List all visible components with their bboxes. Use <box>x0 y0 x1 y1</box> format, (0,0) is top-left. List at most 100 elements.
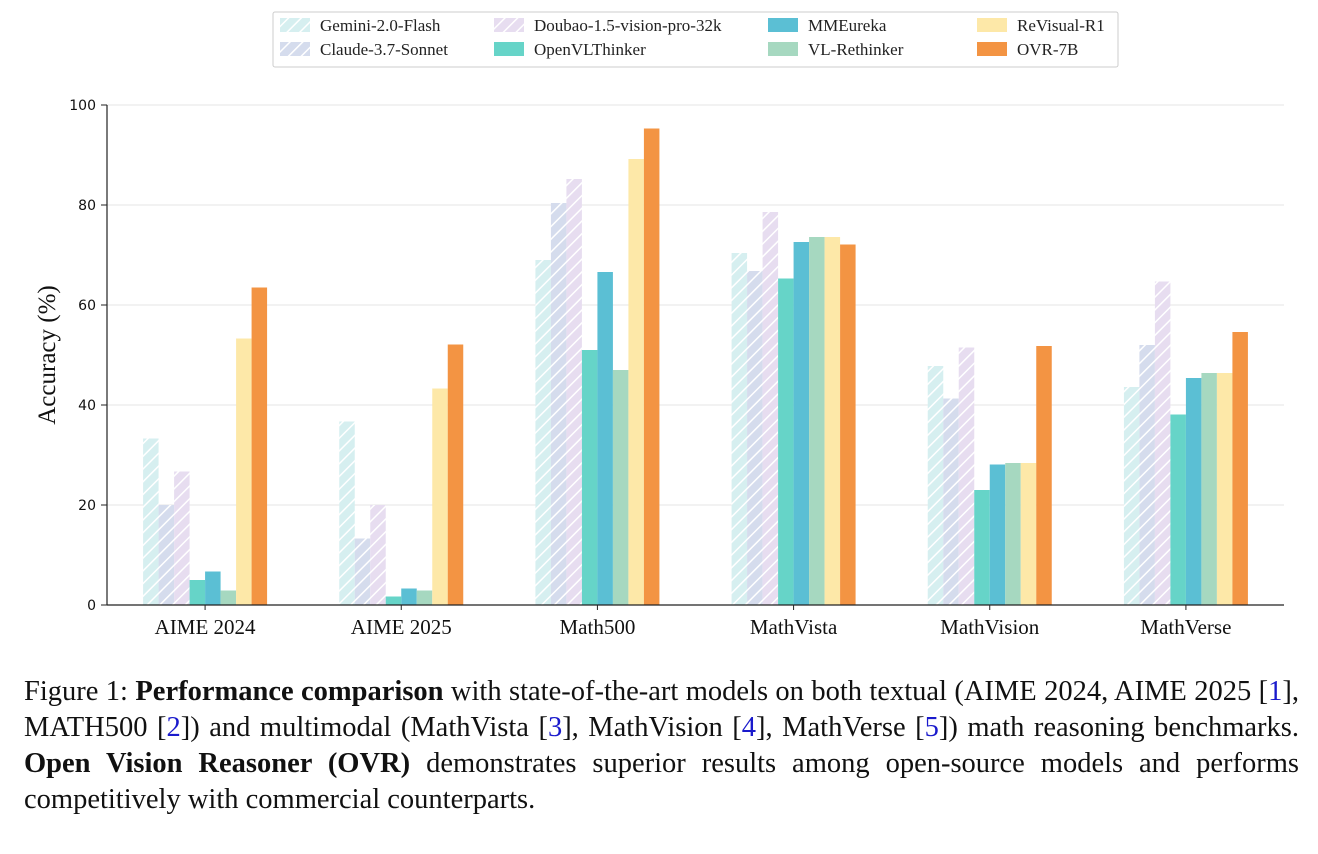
bar-revisual-r1-aime-2025 <box>432 388 448 605</box>
bar-doubao-1-5-vision-pro-32k-mathvista <box>762 212 779 605</box>
bar-ovr-7b-mathverse <box>1232 332 1248 605</box>
bar-vl-rethinker-mathvista <box>809 237 825 605</box>
legend-swatch <box>494 18 524 32</box>
citation-link-1[interactable]: 1 <box>1268 676 1283 707</box>
bar-vl-rethinker-aime-2024 <box>220 590 237 605</box>
bar-gemini-2-0-flash-aime-2025 <box>339 421 355 605</box>
bar-gemini-2-0-flash-mathvision <box>927 366 944 605</box>
legend-item-gemini-2-0-flash: Gemini-2.0-Flash <box>280 16 441 35</box>
bar-doubao-1-5-vision-pro-32k-aime-2024 <box>174 471 190 605</box>
x-axis-ticks: AIME 2024 AIME 2025 Math500 MathVista MathVi… <box>155 605 1231 639</box>
bar-gemini-2-0-flash-mathverse <box>1123 387 1140 605</box>
caption-text-7: demonstrates superior results among open… <box>24 748 1300 815</box>
bar-chart: 0 20 40 60 80 100 AIME 2024 AIME 2025 Math500 Mat… <box>34 11 1284 639</box>
bar-claude-3-7-sonnet-mathverse <box>1139 345 1155 605</box>
legend-label: OVR-7B <box>1017 40 1078 59</box>
bar-claude-3-7-sonnet-mathvision <box>943 398 959 605</box>
y-tick-label: 100 <box>69 98 96 114</box>
y-axis-title: Accuracy (%) <box>34 285 61 425</box>
bar-openvlthinker-mathverse <box>1170 414 1186 605</box>
caption-text-1: with state-of-the-art models on both tex… <box>443 676 1269 707</box>
bar-gemini-2-0-flash-math500 <box>535 260 551 605</box>
bar-revisual-r1-mathverse <box>1216 373 1233 605</box>
bar-ovr-7b-aime-2024 <box>251 287 268 605</box>
legend-item-mmeureka: MMEureka <box>768 16 887 35</box>
y-tick-label: 40 <box>78 398 96 414</box>
caption-text-2: ], MATH500 [ <box>24 676 1300 743</box>
citation-link-2[interactable]: 2 <box>166 712 181 743</box>
y-tick-label: 0 <box>87 598 96 614</box>
caption-text-4: ], MathVision [ <box>562 712 742 743</box>
legend-swatch <box>494 42 524 56</box>
bar-claude-3-7-sonnet-math500 <box>550 203 567 605</box>
legend-label: VL-Rethinker <box>808 40 904 59</box>
legend-swatch <box>977 42 1007 56</box>
legend: Gemini-2.0-Flash Claude-3.7-Sonnet Doubao-… <box>272 11 1119 68</box>
legend-swatch <box>977 18 1007 32</box>
bar-mmeureka-aime-2025 <box>401 588 417 605</box>
legend-label: Gemini-2.0-Flash <box>320 16 441 35</box>
citation-link-4[interactable]: 4 <box>741 712 757 743</box>
legend-label: MMEureka <box>808 16 887 35</box>
x-tick-label: MathVista <box>750 615 838 639</box>
caption-text-6: ]) math reasoning benchmarks. <box>938 712 1299 743</box>
bar-revisual-r1-mathvision <box>1020 463 1037 605</box>
legend-item-ovr-7b: OVR-7B <box>977 40 1078 59</box>
caption-text-5: ], MathVerse [ <box>756 712 925 743</box>
legend-label: OpenVLThinker <box>534 40 646 59</box>
bar-mmeureka-mathvista <box>793 242 810 605</box>
legend-label: ReVisual-R1 <box>1017 16 1105 35</box>
bar-revisual-r1-aime-2024 <box>236 338 252 605</box>
bar-claude-3-7-sonnet-aime-2025 <box>354 538 371 605</box>
y-tick-label: 60 <box>78 298 96 314</box>
bar-revisual-r1-mathvista <box>824 237 841 605</box>
bar-ovr-7b-mathvista <box>840 244 856 605</box>
bar-doubao-1-5-vision-pro-32k-aime-2025 <box>370 505 386 605</box>
bar-revisual-r1-math500 <box>628 159 644 605</box>
bar-doubao-1-5-vision-pro-32k-mathvision <box>958 347 975 605</box>
x-tick-label: AIME 2024 <box>155 615 256 639</box>
legend-swatch <box>280 18 310 32</box>
bar-doubao-1-5-vision-pro-32k-math500 <box>566 179 582 605</box>
bar-vl-rethinker-aime-2025 <box>416 590 433 605</box>
x-tick-label: MathVerse <box>1140 615 1231 639</box>
legend-swatch <box>768 18 798 32</box>
bar-openvlthinker-aime-2024 <box>189 580 206 605</box>
bar-claude-3-7-sonnet-mathvista <box>747 271 763 605</box>
bar-ovr-7b-aime-2025 <box>447 344 464 605</box>
bar-gemini-2-0-flash-mathvista <box>731 253 748 605</box>
bar-openvlthinker-math500 <box>581 350 598 605</box>
legend-item-claude-3-7-sonnet: Claude-3.7-Sonnet <box>280 40 448 59</box>
bar-openvlthinker-mathvision <box>974 490 990 605</box>
citation-link-5[interactable]: 5 <box>924 712 939 743</box>
caption-bold-1: Performance comparison <box>135 676 444 707</box>
bar-mmeureka-aime-2024 <box>205 571 221 605</box>
legend-item-vl-rethinker: VL-Rethinker <box>768 40 904 59</box>
legend-label: Doubao-1.5-vision-pro-32k <box>534 16 722 35</box>
bar-doubao-1-5-vision-pro-32k-mathverse <box>1154 281 1171 605</box>
x-tick-label: MathVision <box>940 615 1040 639</box>
bar-openvlthinker-aime-2025 <box>385 596 402 605</box>
bar-mmeureka-mathvision <box>989 464 1006 605</box>
legend-item-revisual-r1: ReVisual-R1 <box>977 16 1105 35</box>
bar-vl-rethinker-mathverse <box>1201 373 1217 605</box>
bar-ovr-7b-math500 <box>643 128 660 605</box>
y-gridlines <box>107 104 1284 506</box>
legend-item-doubao-1-5-vision-pro-32k: Doubao-1.5-vision-pro-32k <box>494 16 722 35</box>
y-tick-label: 80 <box>78 198 96 214</box>
bars <box>143 128 1248 605</box>
caption-text-3: ]) and multimodal (MathVista [ <box>180 712 548 743</box>
legend-frame <box>272 11 1119 68</box>
figure-caption: Figure 1: Performance comparison with st… <box>24 674 1299 818</box>
bar-claude-3-7-sonnet-aime-2024 <box>158 505 175 605</box>
x-tick-label: AIME 2025 <box>351 615 452 639</box>
caption-label: Figure 1: <box>24 676 128 707</box>
legend-swatch <box>768 42 798 56</box>
caption-bold-2: Open Vision Reasoner (OVR) <box>24 748 411 779</box>
bar-openvlthinker-mathvista <box>778 278 794 605</box>
bar-vl-rethinker-math500 <box>612 370 629 605</box>
bar-ovr-7b-mathvision <box>1036 346 1052 605</box>
citation-link-3[interactable]: 3 <box>547 712 563 743</box>
legend-label: Claude-3.7-Sonnet <box>320 40 448 59</box>
